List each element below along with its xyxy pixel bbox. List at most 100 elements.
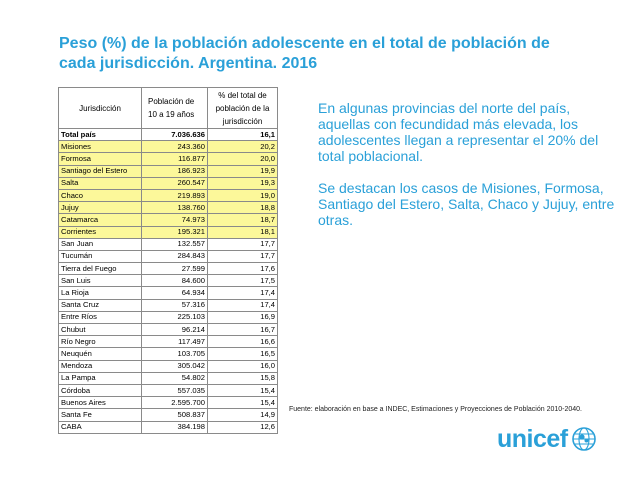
jurisdiction-cell: Santa Fe (58, 408, 142, 422)
table-header-row: Jurisdicción Población de 10 a 19 años %… (58, 87, 278, 129)
body-paragraph-1: En algunas provincias del norte del país… (318, 100, 599, 164)
jurisdiction-cell: San Juan (58, 237, 142, 251)
percentage-cell: 15,4 (207, 383, 278, 398)
population-table: Jurisdicción Población de 10 a 19 años %… (58, 87, 278, 434)
percentage-cell: 15,4 (207, 396, 278, 410)
table-body: Total país 7.036.636 16,1 Misiones 243.360 20… (58, 127, 278, 434)
percentage-cell: 17,6 (207, 262, 278, 276)
percentage-cell: 16,9 (207, 310, 278, 325)
jurisdiction-cell: Tierra del Fuego (58, 262, 142, 276)
population-cell: 117.497 (141, 335, 208, 349)
unicef-logo-text: unicef (497, 425, 568, 453)
table-row: CABA 384.198 12,6 (58, 420, 278, 434)
population-cell: 243.360 (141, 140, 208, 154)
slide-title-line-1: Peso (%) de la población adolescente en … (59, 35, 550, 52)
header-percentage: % del total de población de la jurisdicc… (207, 87, 278, 129)
table-row: Jujuy 138.760 18,8 (58, 201, 278, 215)
jurisdiction-cell: Santa Cruz (58, 298, 142, 312)
population-cell: 2.595.700 (141, 396, 208, 410)
percentage-cell: 19,0 (207, 188, 278, 203)
jurisdiction-cell: Buenos Aires (58, 396, 142, 410)
jurisdiction-cell: Total país (58, 127, 142, 142)
percentage-cell: 17,4 (207, 286, 278, 300)
table-row: Total país 7.036.636 16,1 (58, 127, 278, 142)
population-cell: 116.877 (141, 152, 208, 166)
jurisdiction-cell: Córdoba (58, 383, 142, 398)
slide-title-line-2: cada jurisdicción. Argentina. 2016 (59, 55, 318, 72)
jurisdiction-cell: Corrientes (58, 225, 142, 239)
population-cell: 64.934 (141, 286, 208, 300)
population-cell: 103.705 (141, 347, 208, 361)
header-population: Población de 10 a 19 años (141, 87, 208, 129)
percentage-cell: 16,5 (207, 347, 278, 361)
population-cell: 7.036.636 (141, 127, 208, 142)
population-cell: 384.198 (141, 420, 208, 434)
table-row: La Pampa 54.802 15,8 (58, 371, 278, 385)
jurisdiction-cell: Neuquén (58, 347, 142, 361)
percentage-cell: 20,2 (207, 140, 278, 154)
population-cell: 508.837 (141, 408, 208, 422)
table-row: Chaco 219.893 19,0 (58, 188, 278, 203)
table-row: Salta 260.547 19,3 (58, 176, 278, 190)
table-row: Entre Ríos 225.103 16,9 (58, 310, 278, 325)
percentage-cell: 19,9 (207, 164, 278, 178)
population-cell: 219.893 (141, 188, 208, 203)
header-jurisdiction: Jurisdicción (58, 87, 142, 129)
population-cell: 305.042 (141, 359, 208, 373)
percentage-cell: 16,1 (207, 127, 278, 142)
percentage-cell: 12,6 (207, 420, 278, 434)
unicef-globe-icon (571, 427, 596, 451)
jurisdiction-cell: Río Negro (58, 335, 142, 349)
table-row: Corrientes 195.321 18,1 (58, 225, 278, 239)
population-cell: 84.600 (141, 274, 208, 288)
table-row: Santa Cruz 57.316 17,4 (58, 298, 278, 312)
table-row: La Rioja 64.934 17,4 (58, 286, 278, 300)
jurisdiction-cell: Mendoza (58, 359, 142, 373)
table-row: Mendoza 305.042 16,0 (58, 359, 278, 373)
population-cell: 27.599 (141, 262, 208, 276)
table-row: Río Negro 117.497 16,6 (58, 335, 278, 349)
table-row: Córdoba 557.035 15,4 (58, 383, 278, 398)
population-cell: 138.760 (141, 201, 208, 215)
population-cell: 284.843 (141, 249, 208, 264)
body-text: En algunas provincias del norte del país… (318, 100, 618, 228)
jurisdiction-cell: Formosa (58, 152, 142, 166)
percentage-cell: 18,1 (207, 225, 278, 239)
population-cell: 557.035 (141, 383, 208, 398)
table-row: Tucumán 284.843 17,7 (58, 249, 278, 264)
population-cell: 186.923 (141, 164, 208, 178)
jurisdiction-cell: San Luis (58, 274, 142, 288)
table-row: Santiago del Estero 186.923 19,9 (58, 164, 278, 178)
table-row: Buenos Aires 2.595.700 15,4 (58, 396, 278, 410)
jurisdiction-cell: La Pampa (58, 371, 142, 385)
population-cell: 195.321 (141, 225, 208, 239)
jurisdiction-cell: Salta (58, 176, 142, 190)
population-cell: 260.547 (141, 176, 208, 190)
population-cell: 57.316 (141, 298, 208, 312)
percentage-cell: 17,7 (207, 237, 278, 251)
percentage-cell: 16,6 (207, 335, 278, 349)
body-paragraph-2: Se destacan los casos de Misiones, Formo… (318, 180, 615, 228)
percentage-cell: 18,7 (207, 213, 278, 227)
percentage-cell: 16,7 (207, 322, 278, 337)
population-cell: 132.557 (141, 237, 208, 251)
jurisdiction-cell: Jujuy (58, 201, 142, 215)
percentage-cell: 19,3 (207, 176, 278, 190)
table-row: Formosa 116.877 20,0 (58, 152, 278, 166)
percentage-cell: 14,9 (207, 408, 278, 422)
table-row: San Juan 132.557 17,7 (58, 237, 278, 251)
percentage-cell: 17,7 (207, 249, 278, 264)
table-row: Neuquén 103.705 16,5 (58, 347, 278, 361)
table-row: Chubut 96.214 16,7 (58, 322, 278, 337)
source-note: Fuente: elaboración en base a INDEC, Est… (289, 406, 583, 413)
unicef-logo: unicef (497, 425, 597, 453)
jurisdiction-cell: Misiones (58, 140, 142, 154)
slide-title: Peso (%) de la población adolescente en … (59, 34, 619, 74)
percentage-cell: 16,0 (207, 359, 278, 373)
table-row: Santa Fe 508.837 14,9 (58, 408, 278, 422)
population-cell: 54.802 (141, 371, 208, 385)
population-cell: 96.214 (141, 322, 208, 337)
percentage-cell: 18,8 (207, 201, 278, 215)
table-row: Tierra del Fuego 27.599 17,6 (58, 262, 278, 276)
table-row: San Luis 84.600 17,5 (58, 274, 278, 288)
